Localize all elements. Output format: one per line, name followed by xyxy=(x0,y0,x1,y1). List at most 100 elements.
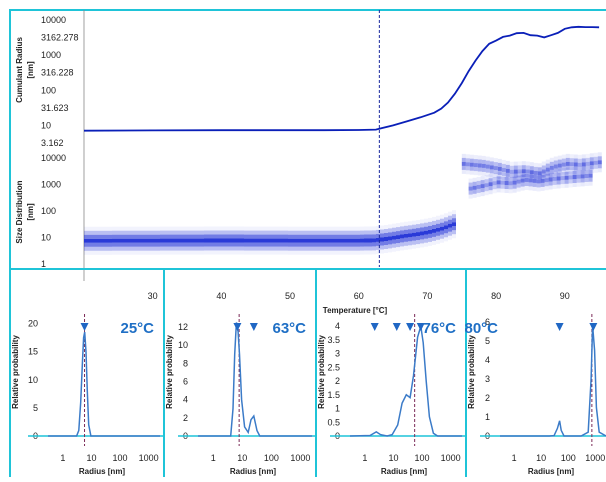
heatmap-cell xyxy=(533,187,537,191)
distribution-curve xyxy=(198,323,312,437)
relative-probability-tick-label: 2 xyxy=(335,376,340,386)
heatmap-cell xyxy=(481,176,485,180)
radius-axis-title: Radius [nm] xyxy=(381,467,428,476)
heatmap-cell xyxy=(541,183,545,187)
heatmap-cell xyxy=(284,251,288,255)
heatmap-cell xyxy=(264,235,268,239)
heatmap-cell xyxy=(204,231,208,235)
heatmap-cell xyxy=(116,251,120,255)
heatmap-cell xyxy=(216,247,220,251)
heatmap-cell xyxy=(156,231,160,235)
heatmap-cell xyxy=(208,247,212,251)
heatmap-cell xyxy=(92,235,96,239)
heatmap-cell xyxy=(586,154,590,158)
heatmap-cell xyxy=(489,174,493,178)
heatmap-cell xyxy=(396,247,400,251)
relative-probability-tick-label: 5 xyxy=(485,336,490,346)
heatmap-cell xyxy=(228,235,232,239)
heatmap-cell xyxy=(565,172,569,176)
relative-probability-axis-title: Relative probability xyxy=(467,335,476,409)
heatmap-cell xyxy=(452,226,456,230)
heatmap-cell xyxy=(594,165,598,169)
cumulant-tick-label: 3162.278 xyxy=(41,33,79,43)
heatmap-cell xyxy=(296,231,300,235)
heatmap-cell xyxy=(264,239,268,243)
heatmap-cell xyxy=(316,239,320,243)
heatmap-cell xyxy=(212,235,216,239)
heatmap-cell xyxy=(320,247,324,251)
heatmap-cell xyxy=(557,169,561,173)
heatmap-cell xyxy=(268,239,272,243)
temperature-tick-label: 70 xyxy=(422,291,432,301)
heatmap-cell xyxy=(561,180,565,184)
heatmap-cell xyxy=(420,223,424,227)
heatmap-cell xyxy=(513,189,517,193)
heatmap-cell xyxy=(180,239,184,243)
heatmap-cell xyxy=(444,213,448,217)
heatmap-cell xyxy=(320,251,324,255)
heatmap-cell xyxy=(356,239,360,243)
heatmap-cell xyxy=(112,251,116,255)
heatmap-cell xyxy=(569,183,573,187)
heatmap-cell xyxy=(292,239,296,243)
heatmap-cell xyxy=(200,251,204,255)
relative-probability-tick-label: 8 xyxy=(183,358,188,368)
heatmap-cell xyxy=(416,224,420,228)
heatmap-cell xyxy=(328,231,332,235)
heatmap-cell xyxy=(192,231,196,235)
cumulant-tick-label: 10 xyxy=(41,120,51,130)
heatmap-cell xyxy=(100,235,104,239)
heatmap-cell xyxy=(128,251,132,255)
heatmap-cell xyxy=(160,235,164,239)
heatmap-cell xyxy=(308,247,312,251)
heatmap-cell xyxy=(452,234,456,238)
heatmap-cell xyxy=(232,251,236,255)
heatmap-cell xyxy=(517,188,521,192)
heatmap-cell xyxy=(136,239,140,243)
heatmap-cell xyxy=(368,239,372,243)
heatmap-cell xyxy=(120,243,124,247)
heatmap-cell xyxy=(116,243,120,247)
heatmap-cell xyxy=(132,235,136,239)
heatmap-cell xyxy=(569,171,573,175)
heatmap-cell xyxy=(300,239,304,243)
heatmap-cell xyxy=(360,231,364,235)
heatmap-cell xyxy=(184,251,188,255)
heatmap-cell xyxy=(594,169,598,173)
heatmap-cell xyxy=(448,224,452,228)
heatmap-cell xyxy=(348,247,352,251)
heatmap-cell xyxy=(360,243,364,247)
heatmap-cell xyxy=(462,166,466,170)
heatmap-cell xyxy=(481,184,485,188)
heatmap-cell xyxy=(590,157,594,161)
heatmap-cell xyxy=(168,231,172,235)
heatmap-cell xyxy=(440,215,444,219)
heatmap-cell xyxy=(517,176,521,180)
heatmap-cell xyxy=(96,231,100,235)
heatmap-cell xyxy=(88,247,92,251)
heatmap-cell xyxy=(96,239,100,243)
heatmap-cell xyxy=(541,175,545,179)
relative-probability-tick-label: 10 xyxy=(178,340,188,350)
heatmap-cell xyxy=(108,251,112,255)
heatmap-cell xyxy=(312,235,316,239)
heatmap-cell xyxy=(404,226,408,230)
heatmap-cell xyxy=(533,175,537,179)
radius-tick-label: 10 xyxy=(86,453,96,463)
heatmap-cell xyxy=(336,227,340,231)
heatmap-cell xyxy=(112,239,116,243)
heatmap-cell xyxy=(276,227,280,231)
heatmap-cell xyxy=(280,227,284,231)
heatmap-cell xyxy=(240,235,244,239)
heatmap-cell xyxy=(557,173,561,177)
radius-tick-label: 100 xyxy=(264,453,279,463)
heatmap-cell xyxy=(124,251,128,255)
heatmap-cell xyxy=(84,235,88,239)
heatmap-cell xyxy=(252,239,256,243)
peak-marker-triangle xyxy=(250,323,258,331)
heatmap-cell xyxy=(392,244,396,248)
heatmap-cell xyxy=(332,239,336,243)
heatmap-cell xyxy=(550,158,554,162)
heatmap-cell xyxy=(497,176,501,180)
